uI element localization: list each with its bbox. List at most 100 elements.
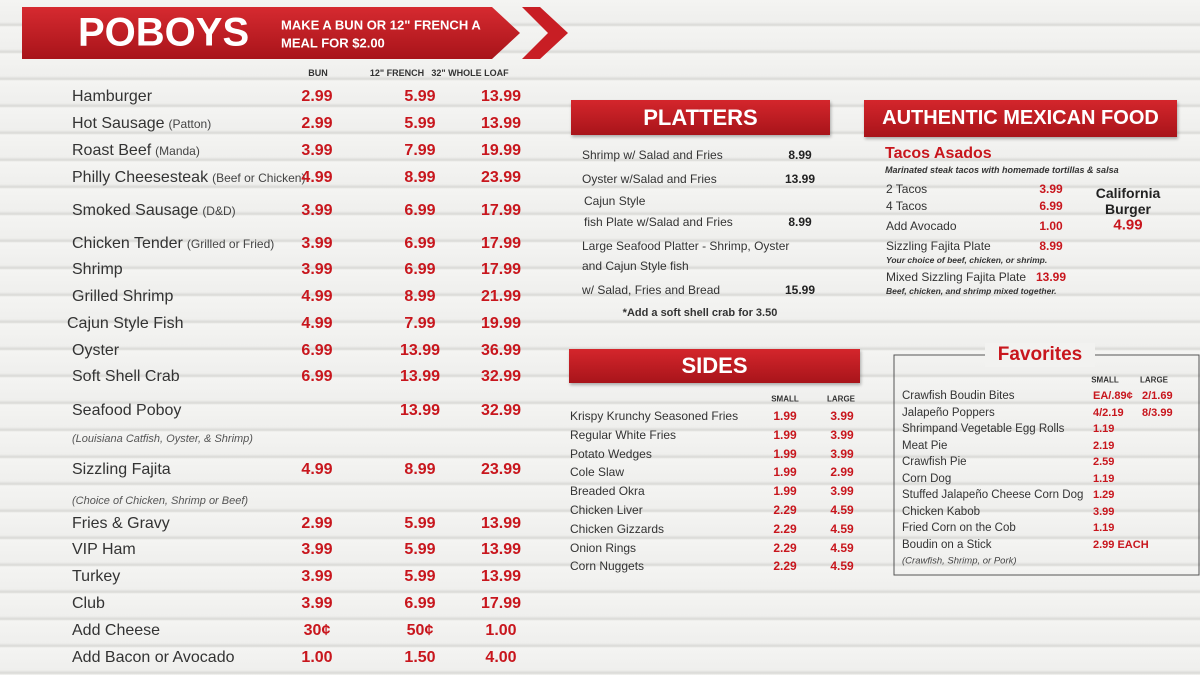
price: 32.99 [480,402,522,419]
price: 8.99 [404,461,436,478]
price: 4.99 [301,315,333,332]
promo: MAKE A BUN OR 12" FRENCH A [281,17,481,33]
price: 3.99 [301,202,333,219]
item-name: Cajun Style [584,194,646,208]
menu-item: Add Bacon or Avocado [72,649,235,667]
price: 2.99 EACH [1093,538,1149,551]
price: 3.99 [301,261,333,278]
price: 1.99 [773,465,797,480]
price: 17.99 [480,595,522,612]
item-name: Regular White Fries [570,427,677,442]
price: 5.99 [404,515,436,532]
menu-item: Add Cheese [72,622,160,640]
price: 1.99 [773,427,797,442]
price: 3.99 [301,595,333,612]
price: 3.99 [301,541,333,558]
price: 3.99 [301,235,333,252]
price: 4.99 [301,169,333,186]
price: 17.99 [480,202,522,219]
platters-banner: PLATTERS [571,100,830,135]
item-name: Add Avocado [886,219,957,233]
mexican-banner: AUTHENTIC MEXICAN FOOD [864,100,1177,137]
item-name: Potato Wedges [570,446,652,461]
item-name: Fries & Gravy [72,515,170,532]
price: 13.99 [480,515,522,532]
price: 6.99 [404,202,436,219]
price: 50¢ [406,622,434,639]
price: 3.99 [1093,505,1115,518]
price: 13.99 [480,88,522,105]
price: 4.00 [485,649,517,666]
price: 13.99 [784,172,816,186]
price: 4/2.19 [1093,406,1124,419]
item-name: Add Bacon or Avocado [72,649,235,666]
price: 5.99 [404,568,436,585]
item-name: Philly Cheesesteak [72,169,209,186]
price: 6.99 [301,368,333,385]
burger-name: California [1095,185,1161,201]
price: 2.19 [1093,439,1115,452]
price: 8.99 [404,169,436,186]
item-note: (Louisiana Catfish, Oyster, & Shrimp) [72,433,253,445]
item-name: Roast Beef [72,142,152,159]
menu-item: Chicken Tender (Grilled or Fried) [72,235,274,253]
menu-item: Soft Shell Crab [72,368,180,386]
item-name: Chicken Tender [72,235,183,252]
price: 7.99 [404,315,436,332]
item-note: (Patton) [168,117,212,131]
poboys-title: POBOYS [78,10,250,55]
item-name: Hamburger [72,88,153,105]
item-name: w/ Salad, Fries and Bread [582,283,721,297]
item-name: Cole Slaw [570,465,625,480]
price: 19.99 [480,142,522,159]
item-name: Fried Corn on the Cob [902,522,1016,534]
item-name: Grilled Shrimp [72,288,174,305]
item-name: Jalapeño Poppers [902,406,995,419]
menu-item: Seafood Poboy [72,402,181,420]
item-name: fish Plate w/Salad and Fries [584,215,733,229]
price: 1.50 [404,649,436,666]
menu-item: Turkey [72,568,120,586]
menu-item: Club [72,595,105,613]
menu-item: Fries & Gravy [72,515,170,533]
menu-item: VIP Ham [72,541,136,559]
price: 1.99 [773,446,797,461]
price: 4.59 [830,521,854,536]
column-header: SMALL [771,394,799,404]
price: 1.19 [1093,522,1115,534]
price: 3.99 [830,427,854,442]
price: 13.99 [1035,270,1067,284]
item-name: Crawfish Pie [902,456,967,468]
item-name: Mixed Sizzling Fajita Plate [886,270,1027,284]
sides-banner: SIDES [569,349,860,383]
item-name: and Cajun Style fish [582,259,689,273]
item-note: (Manda) [155,144,200,158]
price: 13.99 [399,342,441,359]
price: 17.99 [480,235,522,252]
item-name: Stuffed Jalapeño Cheese Corn Dog [902,489,1084,501]
price: 3.99 [301,142,333,159]
price: 2.99 [301,515,333,532]
price: 30¢ [303,622,331,639]
item-name: Sizzling Fajita [72,461,171,478]
price: 15.99 [784,283,816,297]
item-name: Seafood Poboy [72,402,182,419]
price: 6.99 [301,342,333,359]
price: 1.19 [1093,472,1115,485]
price: 1.99 [773,484,797,499]
menu-item: Shrimp [72,261,123,279]
price: 23.99 [480,461,522,478]
price: 8/3.99 [1142,406,1173,419]
column-header: 12" FRENCH [369,68,425,78]
item-note: (Grilled or Fried) [186,237,275,251]
price: 2.99 [301,115,333,132]
sides-title: SIDES [681,353,748,378]
price: 2.59 [1093,456,1115,468]
price: 1.99 [773,409,797,423]
mexican-title: AUTHENTIC MEXICAN FOOD [882,107,1159,129]
item-note: (Crawfish, Shrimp, or Pork) [902,555,1017,567]
price: 8.99 [404,288,436,305]
item-name: Shrimp w/ Salad and Fries [582,148,723,162]
item-name: Chicken Liver [570,503,643,517]
